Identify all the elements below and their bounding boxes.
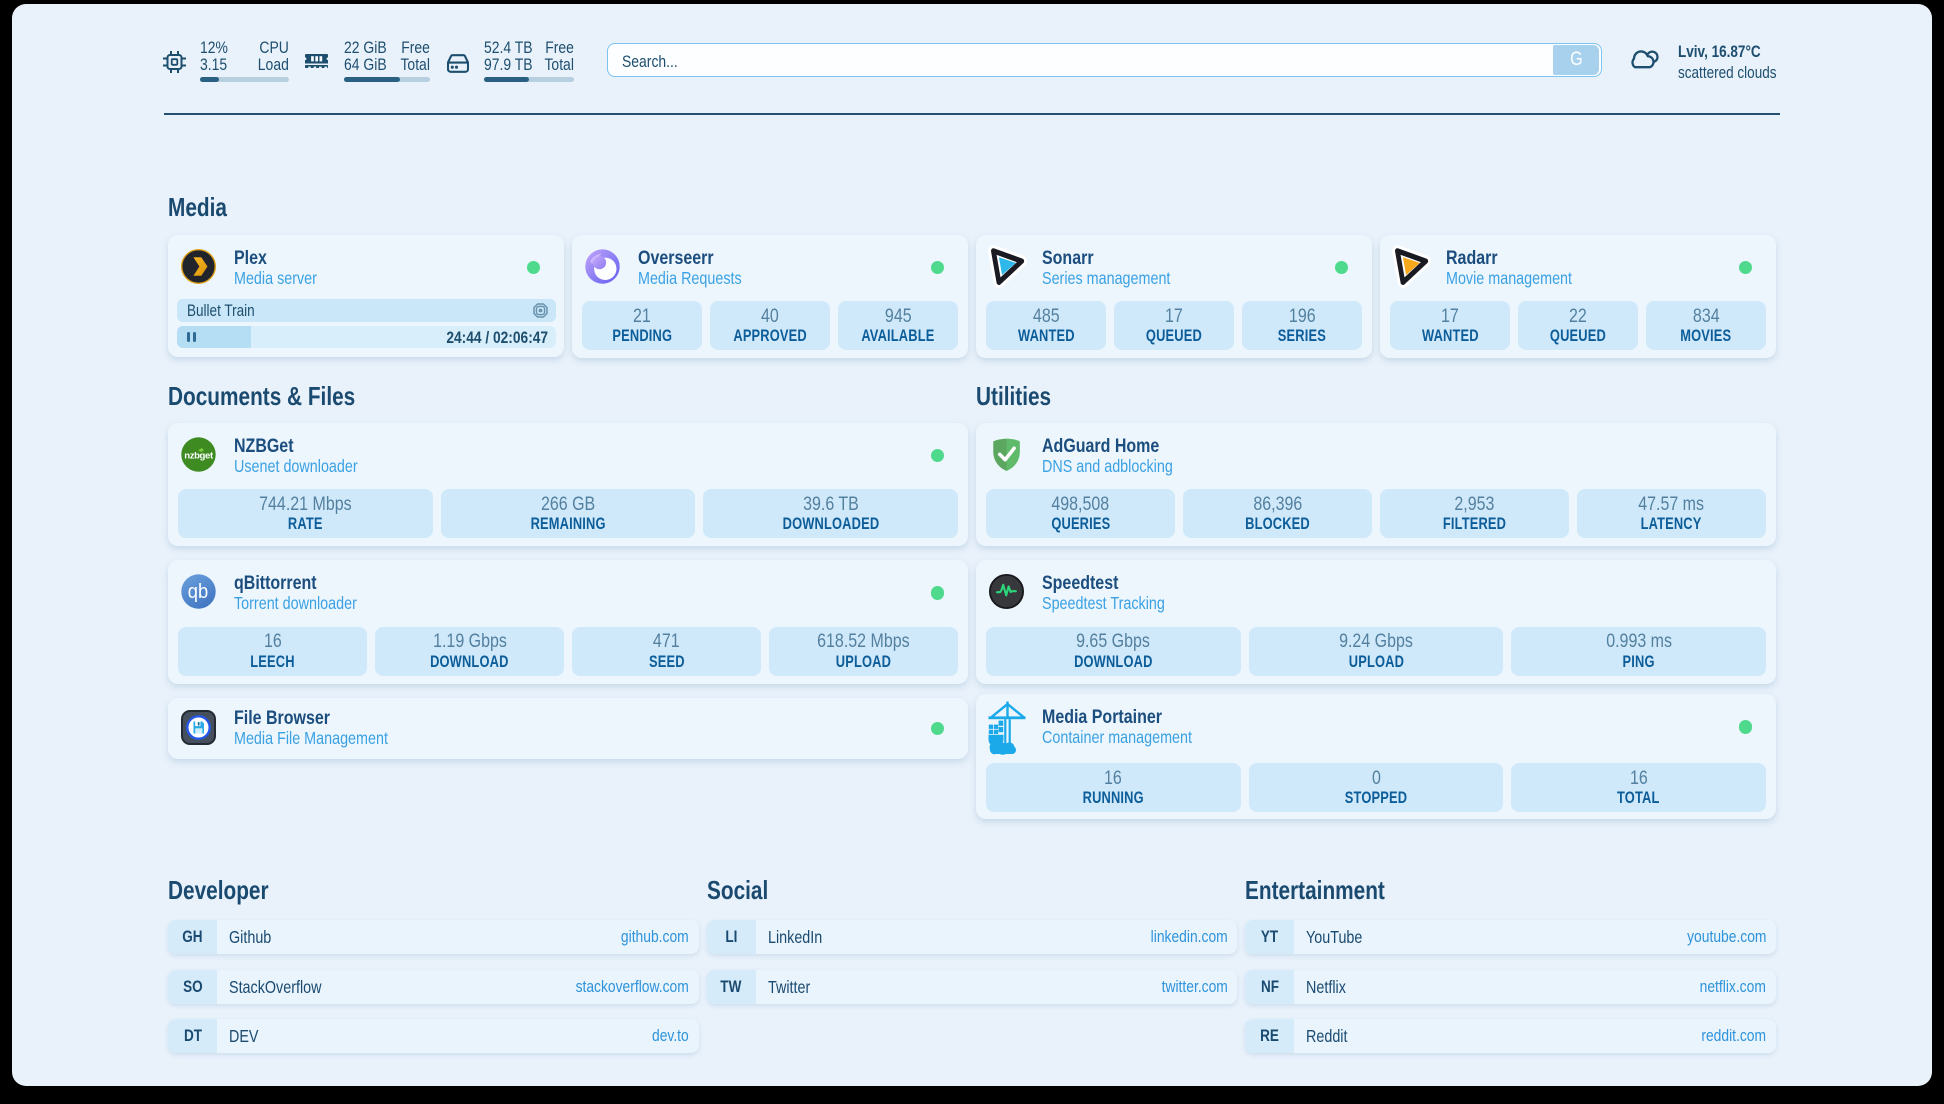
svg-text:nzbget: nzbget (184, 450, 214, 461)
svg-text:qb: qb (188, 581, 208, 603)
